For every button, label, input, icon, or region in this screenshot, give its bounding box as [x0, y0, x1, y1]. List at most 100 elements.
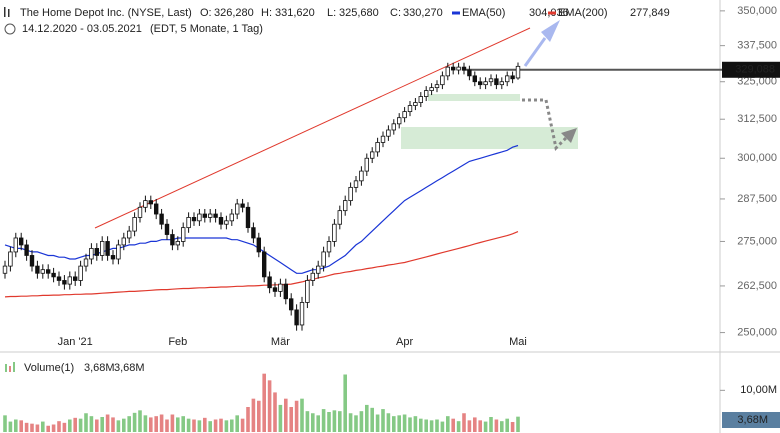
volume-bar: [300, 398, 304, 432]
y-tick-label: 275,000: [737, 235, 777, 247]
candle-body: [24, 244, 29, 256]
volume-bar: [68, 419, 72, 432]
volume-bar: [181, 416, 185, 432]
candle-body: [413, 102, 418, 106]
value-tag-label: 3,68M: [737, 414, 768, 426]
quote-key: L:: [327, 7, 336, 19]
volume-bar: [359, 411, 364, 432]
volume-bar: [365, 404, 369, 432]
candle-body: [56, 276, 62, 281]
candle-body: [180, 227, 186, 242]
candle-body: [191, 217, 197, 222]
candle-body: [159, 213, 164, 225]
candle-body: [18, 237, 24, 246]
legend-value: 277,849: [630, 7, 670, 19]
candle-body: [153, 203, 159, 215]
arrow-head: [561, 128, 577, 143]
candle-body: [499, 81, 504, 86]
volume-bar: [500, 421, 504, 432]
candle-body: [402, 111, 407, 119]
candle-body: [342, 200, 348, 212]
volume-bar: [8, 421, 13, 432]
candle-body: [467, 69, 472, 77]
volume-bar: [100, 417, 104, 432]
candle-body: [315, 265, 321, 274]
candle-body: [175, 241, 180, 246]
candle-body: [89, 248, 94, 260]
candle-body: [423, 90, 429, 97]
volume-bar: [467, 420, 472, 432]
volume-bar: [294, 400, 299, 432]
candle-body: [40, 269, 45, 274]
candle-body: [148, 200, 153, 205]
quote-key: O:: [200, 7, 212, 19]
candle-body: [197, 213, 202, 222]
quote-value: 326,280: [214, 7, 254, 19]
volume-bar: [262, 373, 266, 432]
volume-bar: [456, 421, 461, 432]
title: The Home Depot Inc. (NYSE, Last): [20, 7, 192, 19]
candle-body: [450, 66, 456, 71]
candle-body: [245, 206, 251, 229]
volume-bar: [257, 400, 261, 432]
candle-body: [240, 203, 245, 208]
legend-label: EMA(50): [462, 7, 505, 19]
volume-bar: [354, 415, 358, 432]
volume-bar: [165, 419, 169, 432]
volume-bar: [494, 419, 499, 432]
volume-bar: [343, 374, 347, 432]
y-tick-label: 262,500: [737, 280, 777, 292]
volume-bar: [278, 404, 283, 432]
candle-body: [326, 241, 332, 253]
volume-bar: [397, 415, 401, 432]
candle-body: [186, 217, 191, 229]
candle-body: [127, 230, 132, 239]
volume-bar: [251, 398, 256, 432]
candle-body: [488, 78, 494, 83]
candle-body: [229, 213, 234, 222]
volume-bar: [419, 418, 423, 432]
candle-body: [8, 251, 13, 267]
volume-bar: [170, 414, 175, 432]
volume-bar: [19, 420, 23, 432]
quote-value: 325,680: [339, 7, 379, 19]
volume-bar: [516, 416, 520, 432]
candle-body: [105, 241, 110, 256]
volume-bar: [122, 418, 126, 432]
candle-body: [67, 276, 72, 285]
volume-bar: [111, 417, 115, 432]
candle-body: [261, 251, 267, 278]
y-tick-label: 287,500: [737, 193, 777, 205]
date-range: 14.12.2020 - 03.05.2021: [22, 23, 142, 35]
arrow: [522, 98, 568, 152]
candle-body: [62, 280, 67, 285]
volume-bar: [143, 415, 148, 432]
volume-bar: [219, 418, 223, 432]
candle-body: [51, 272, 56, 278]
volume-bar: [462, 413, 466, 432]
volume-bar: [73, 417, 77, 432]
volume-bar: [24, 422, 29, 432]
volume-bar: [446, 416, 450, 432]
candle-body: [504, 75, 510, 83]
volume-bar: [192, 419, 196, 432]
candle-body: [267, 276, 272, 289]
candle-body: [218, 217, 224, 225]
candle-body: [510, 75, 515, 80]
candle-body: [35, 265, 40, 274]
candle-body: [477, 81, 483, 86]
candle-body: [110, 255, 116, 260]
candle-body: [2, 265, 8, 274]
y-tick-label: 325,000: [737, 76, 777, 88]
candle-body: [515, 65, 521, 79]
candle-body: [132, 217, 137, 232]
volume-bar: [127, 416, 131, 432]
candle-body: [164, 223, 170, 235]
ema-line: [4, 231, 519, 298]
volume-bar: [370, 407, 374, 432]
volume-bar: [332, 410, 337, 432]
candle-body: [386, 129, 391, 137]
volume-bar: [429, 420, 434, 432]
